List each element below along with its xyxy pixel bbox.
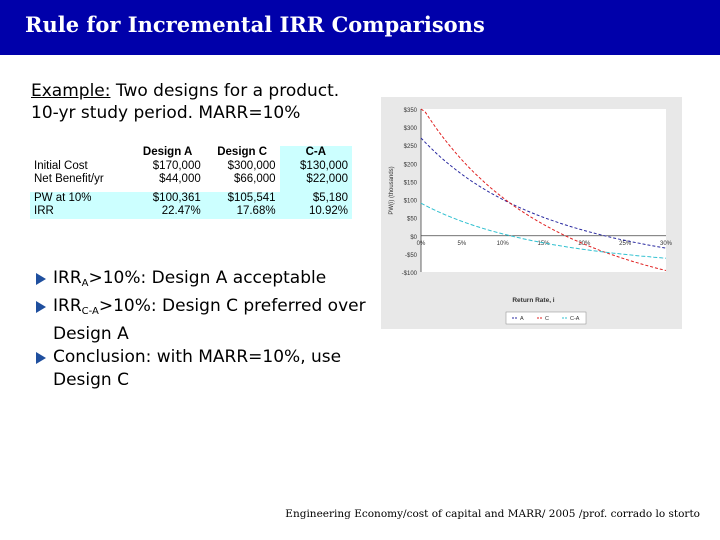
table-cell: $105,541 <box>204 191 280 205</box>
table-cell: 22.47% <box>130 205 205 219</box>
bullet-arrow-icon <box>36 301 46 313</box>
chart-plot-area <box>421 109 666 272</box>
slide-title: Rule for Incremental IRR Comparisons <box>25 12 485 37</box>
table-spacer <box>30 186 352 192</box>
legend-box <box>505 311 587 325</box>
table-row: IRR 22.47% 17.68% 10.92% <box>30 205 352 219</box>
table-header-cell: Design C <box>217 146 268 158</box>
y-axis-label: PW(i) (thousands) <box>389 166 395 214</box>
y-tick-label: $200 <box>404 162 418 168</box>
example-label: Example: <box>31 81 111 101</box>
legend-label: C <box>545 316 549 322</box>
table-row: Initial Cost $170,000 $300,000 $130,000 <box>30 159 352 173</box>
y-tick-label: $50 <box>407 217 418 223</box>
table-header-row: Design A Design C C-A <box>30 146 352 160</box>
x-tick-label: 10% <box>497 241 510 247</box>
y-tick-label: $0 <box>410 235 417 241</box>
x-tick-label: 5% <box>457 241 466 247</box>
y-tick-label: $250 <box>404 144 418 150</box>
y-tick-label: $150 <box>404 180 418 186</box>
x-tick-label: 20% <box>578 241 591 247</box>
x-tick-label: 25% <box>619 241 632 247</box>
example-text: Example: Two designs for a product. 10-y… <box>31 80 339 124</box>
x-tick-label: 30% <box>660 241 673 247</box>
series-line-a <box>420 137 667 249</box>
series-line-c <box>420 108 667 271</box>
bullet-arrow-icon <box>36 352 46 364</box>
bullet-item: IRRA>10%: Design A acceptable <box>36 267 373 295</box>
x-axis-label: Return Rate, i <box>512 297 554 304</box>
title-bar: Rule for Incremental IRR Comparisons <box>0 0 720 55</box>
y-tick-label: -$50 <box>405 253 418 259</box>
bullet-list: IRRA>10%: Design A acceptable IRRC-A>10%… <box>36 267 373 392</box>
table-row: PW at 10% $100,361 $105,541 $5,180 <box>30 191 352 205</box>
series-line-c-a <box>420 202 667 259</box>
x-tick-label: 15% <box>537 241 550 247</box>
table-cell: 10.92% <box>279 205 352 219</box>
table-cell: $170,000 <box>152 159 201 172</box>
table-row: Net Benefit/yr $44,000 $66,000 $22,000 <box>30 173 352 187</box>
table-cell: $22,000 <box>279 173 352 187</box>
table-cell: Initial Cost <box>34 159 88 172</box>
table-cell: $66,000 <box>234 173 276 185</box>
example-study-period: 10-yr study period. MARR=10% <box>31 103 301 123</box>
table-cell: Net Benefit/yr <box>34 173 104 185</box>
pw-chart-svg: $350 $300 $250 $200 $150 $100 $50 $0 -$50 -$100 0%… <box>389 108 673 325</box>
bullet-arrow-icon <box>36 273 46 285</box>
y-tick-label: $300 <box>404 126 418 132</box>
footer-text: Engineering Economy/cost of capital and … <box>285 508 700 520</box>
table-cell: $44,000 <box>159 173 201 185</box>
y-tick-label: -$100 <box>402 271 418 277</box>
y-tick-label: $100 <box>404 199 418 205</box>
table-header-cell: Design A <box>142 146 193 158</box>
comparison-table: Design A Design C C-A Initial Cost $170,… <box>30 146 352 219</box>
table-cell: $130,000 <box>279 159 352 173</box>
legend-label: C-A <box>570 316 580 322</box>
table-header-cell <box>30 146 130 160</box>
example-description: Two designs for a product. <box>110 81 340 101</box>
x-tick-label: 0% <box>417 241 426 247</box>
table-cell: $100,361 <box>130 191 205 205</box>
table-cell: IRR <box>30 205 131 219</box>
bullet-item: Conclusion: with MARR=10%, use Design C <box>36 346 373 392</box>
table-cell: $300,000 <box>227 159 276 172</box>
y-tick-label: $350 <box>404 108 418 114</box>
bullet-item: IRRC-A>10%: Design C preferred over Desi… <box>36 295 373 346</box>
table-header-cell: C-A <box>279 146 352 160</box>
table-cell: PW at 10% <box>30 191 131 205</box>
table-cell: $5,180 <box>279 191 352 205</box>
pw-chart: $350 $300 $250 $200 $150 $100 $50 $0 -$50 -$100 0%… <box>381 97 682 329</box>
legend-label: A <box>520 316 524 322</box>
table-cell: 17.68% <box>204 205 280 219</box>
